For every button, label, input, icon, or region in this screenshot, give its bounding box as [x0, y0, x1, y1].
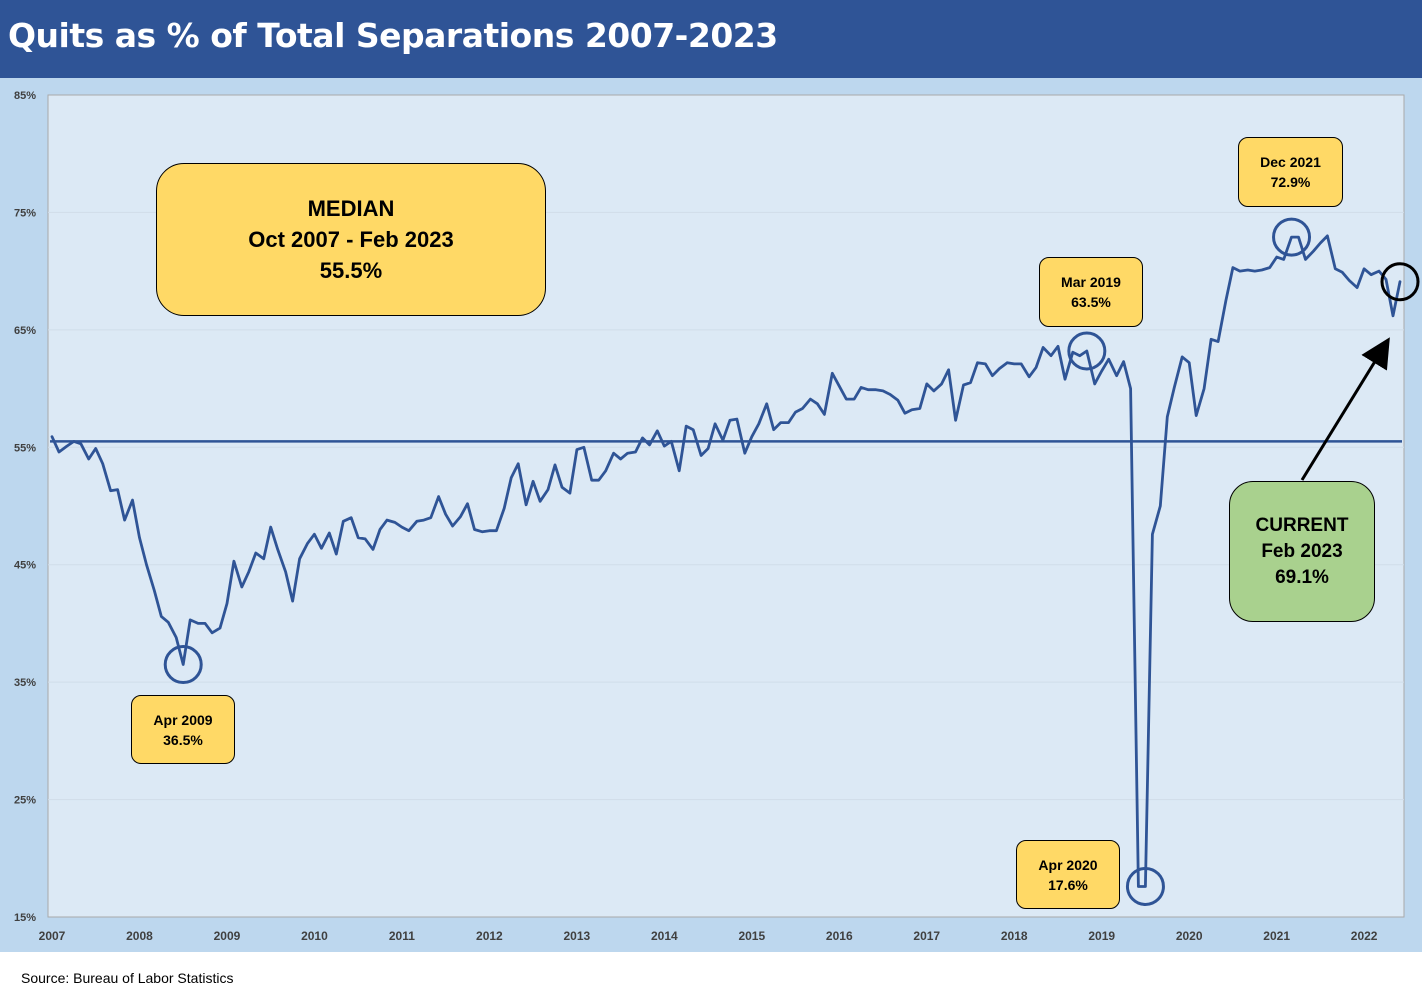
x-tick-label: 2018 [1001, 929, 1028, 943]
header-bar: Quits as % of Total Separations 2007-202… [0, 0, 1422, 78]
x-tick-label: 2017 [913, 929, 940, 943]
median-period: Oct 2007 - Feb 2023 [248, 227, 454, 252]
x-tick-label: 2011 [389, 929, 415, 943]
peak-2021-marker [1272, 217, 1312, 257]
y-tick-label: 75% [14, 207, 36, 219]
series-line-quits-share [50, 234, 1402, 888]
peak-2019-date: Mar 2019 [1061, 274, 1121, 290]
peak-2021-value: 72.9% [1270, 174, 1311, 190]
x-tick-label: 2013 [564, 929, 591, 943]
x-tick-label: 2010 [301, 929, 328, 943]
peak-2021-date: Dec 2021 [1260, 154, 1321, 170]
low-2009-date: Apr 2009 [153, 711, 213, 728]
low-2009-marker [163, 645, 203, 685]
peak-2019-marker [1067, 331, 1107, 371]
y-axis: 15% 25% 35% 45% 55% 65% 75% 85% [14, 90, 36, 924]
current-date: Feb 2023 [1261, 540, 1343, 562]
x-tick-label: 2009 [214, 929, 241, 943]
y-tick-label: 55% [14, 442, 36, 454]
y-tick-label: 15% [14, 912, 36, 924]
y-tick-label: 25% [14, 795, 36, 807]
median-value: 55.5% [319, 258, 383, 283]
x-axis: 2007 2008 2009 2010 2011 2012 2013 2014 2015 2016… [39, 929, 1378, 943]
y-tick-label: 45% [14, 560, 36, 572]
source-note: Source: Bureau of Labor Statistics [21, 970, 234, 986]
x-tick-label: 2016 [826, 929, 853, 943]
y-tick-label: 35% [14, 677, 36, 689]
highlight-markers [163, 217, 1420, 906]
page-title: Quits as % of Total Separations 2007-202… [8, 16, 778, 55]
low-2020-callout: Apr 2020 17.6% [1016, 840, 1120, 909]
current-marker [1380, 262, 1420, 302]
footer: Source: Bureau of Labor Statistics [0, 952, 1422, 1000]
peak-2019-callout: Mar 2019 63.5% [1039, 257, 1143, 327]
y-tick-label: 65% [14, 325, 36, 337]
x-tick-label: 2008 [126, 929, 153, 943]
x-tick-label: 2020 [1176, 929, 1203, 943]
low-2020-date: Apr 2020 [1038, 856, 1098, 873]
x-tick-label: 2007 [39, 929, 66, 943]
current-arrow-icon [1300, 337, 1390, 481]
x-tick-label: 2022 [1351, 929, 1378, 943]
x-tick-label: 2019 [1088, 929, 1115, 943]
low-2020-marker [1125, 866, 1165, 906]
median-title: MEDIAN [307, 196, 395, 221]
x-tick-label: 2015 [738, 929, 765, 943]
x-tick-label: 2012 [476, 929, 503, 943]
x-tick-label: 2014 [651, 929, 678, 943]
current-callout: CURRENT Feb 2023 69.1% [1229, 481, 1375, 622]
peak-2019-value: 63.5% [1071, 294, 1111, 310]
x-tick-label: 2021 [1263, 929, 1290, 943]
median-callout: MEDIAN Oct 2007 - Feb 2023 55.5% [156, 163, 546, 316]
current-arrow [1300, 337, 1390, 481]
y-tick-label: 85% [14, 90, 36, 102]
low-2020-value: 17.6% [1048, 876, 1088, 893]
low-2009-value: 36.5% [163, 731, 203, 748]
peak-2021-callout: Dec 2021 72.9% [1238, 137, 1343, 207]
low-2009-callout: Apr 2009 36.5% [131, 695, 235, 764]
current-value: 69.1% [1275, 566, 1329, 588]
current-title: CURRENT [1255, 514, 1349, 536]
